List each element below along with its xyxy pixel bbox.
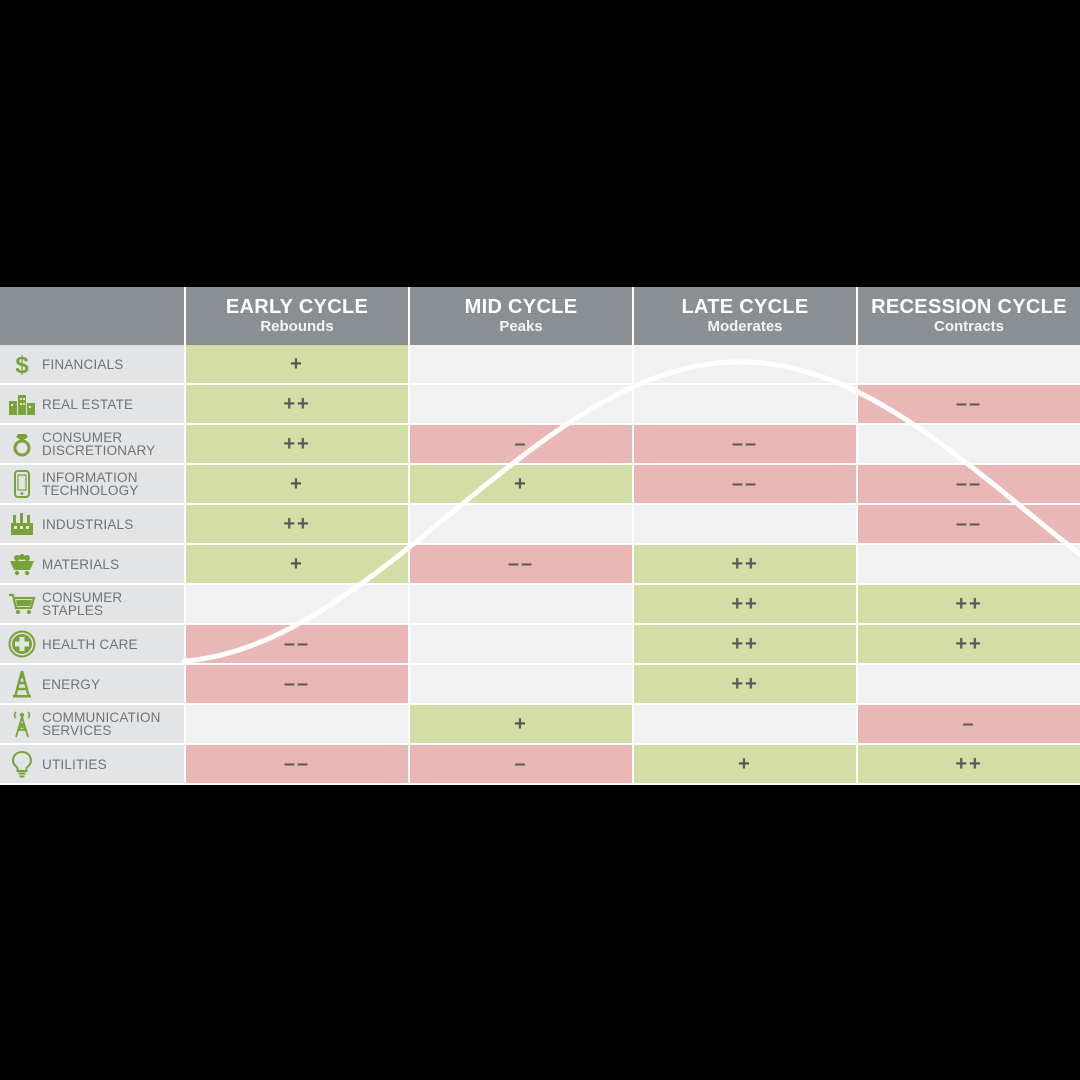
sector-consumer-staples: CONSUMER STAPLES [0, 585, 184, 625]
cell-real-estate-early: ++ [184, 385, 408, 425]
sector-communication-services: COMMUNICATION SERVICES [0, 705, 184, 745]
cell-energy-early: –– [184, 665, 408, 705]
column-header-early: EARLY CYCLE Rebounds [184, 287, 408, 345]
column-header-recession: RECESSION CYCLE Contracts [856, 287, 1080, 345]
sector-cycle-table: EARLY CYCLE Rebounds MID CYCLE Peaks LAT… [0, 287, 1080, 789]
cell-utilities-late: + [632, 745, 856, 785]
cell-consumer-staples-recession: ++ [856, 585, 1080, 625]
dollar-icon: $ [8, 350, 36, 378]
column-subtitle: Peaks [499, 318, 543, 335]
sector-label: COMMUNICATION SERVICES [42, 710, 161, 738]
cell-consumer-discretionary-recession [856, 425, 1080, 465]
cell-consumer-discretionary-early: ++ [184, 425, 408, 465]
sector-information-technology: INFORMATION TECHNOLOGY [0, 465, 184, 505]
cell-utilities-recession: ++ [856, 745, 1080, 785]
sector-label: INFORMATION TECHNOLOGY [42, 470, 139, 498]
sector-real-estate: REAL ESTATE [0, 385, 184, 425]
cell-materials-late: ++ [632, 545, 856, 585]
cell-energy-recession [856, 665, 1080, 705]
sector-label: MATERIALS [42, 556, 120, 572]
sector-consumer-discretionary: CONSUMER DISCRETIONARY [0, 425, 184, 465]
cell-financials-recession [856, 345, 1080, 385]
sector-label: ENERGY [42, 676, 101, 692]
cell-financials-early: + [184, 345, 408, 385]
sector-energy: ENERGY [0, 665, 184, 705]
column-header-mid: MID CYCLE Peaks [408, 287, 632, 345]
sector-label: REAL ESTATE [42, 396, 134, 412]
cell-materials-mid: –– [408, 545, 632, 585]
shopping-cart-icon [8, 590, 36, 618]
cell-consumer-discretionary-late: –– [632, 425, 856, 465]
light-bulb-icon [8, 750, 36, 778]
cell-health-care-recession: ++ [856, 625, 1080, 665]
column-title: EARLY CYCLE [225, 296, 369, 318]
column-subtitle: Rebounds [260, 318, 334, 335]
sector-label: CONSUMER STAPLES [42, 590, 123, 618]
medical-cross-icon [8, 630, 36, 658]
sector-cycle-chart: EARLY CYCLE Rebounds MID CYCLE Peaks LAT… [0, 287, 1080, 789]
header-corner [0, 287, 184, 345]
cell-consumer-staples-early [184, 585, 408, 625]
sector-health-care: HEALTH CARE [0, 625, 184, 665]
cell-industrials-mid [408, 505, 632, 545]
cell-communication-services-early [184, 705, 408, 745]
cell-health-care-mid [408, 625, 632, 665]
sector-label: FINANCIALS [42, 356, 124, 372]
cell-materials-early: + [184, 545, 408, 585]
cell-communication-services-mid: + [408, 705, 632, 745]
cell-financials-late [632, 345, 856, 385]
column-header-late: LATE CYCLE Moderates [632, 287, 856, 345]
mining-cart-icon [8, 550, 36, 578]
cell-health-care-early: –– [184, 625, 408, 665]
column-title: RECESSION CYCLE [871, 296, 1067, 318]
column-title: LATE CYCLE [681, 296, 809, 318]
sector-financials: $ FINANCIALS [0, 345, 184, 385]
cell-utilities-early: –– [184, 745, 408, 785]
smartphone-icon [8, 470, 36, 498]
cell-consumer-staples-late: ++ [632, 585, 856, 625]
sector-industrials: INDUSTRIALS [0, 505, 184, 545]
column-title: MID CYCLE [464, 296, 578, 318]
cell-real-estate-mid [408, 385, 632, 425]
sector-utilities: UTILITIES [0, 745, 184, 785]
cell-communication-services-recession: – [856, 705, 1080, 745]
cell-information-technology-late: –– [632, 465, 856, 505]
cell-health-care-late: ++ [632, 625, 856, 665]
radio-tower-icon [8, 710, 36, 738]
cell-information-technology-early: + [184, 465, 408, 505]
cell-consumer-discretionary-mid: – [408, 425, 632, 465]
cell-financials-mid [408, 345, 632, 385]
sector-label: UTILITIES [42, 756, 107, 772]
buildings-icon [8, 390, 36, 418]
factory-icon [8, 510, 36, 538]
ring-icon [8, 430, 36, 458]
cell-energy-late: ++ [632, 665, 856, 705]
cell-information-technology-recession: –– [856, 465, 1080, 505]
sector-label: HEALTH CARE [42, 636, 138, 652]
cell-communication-services-late [632, 705, 856, 745]
cell-industrials-late [632, 505, 856, 545]
svg-text:$: $ [15, 352, 29, 377]
cell-utilities-mid: – [408, 745, 632, 785]
sector-label: CONSUMER DISCRETIONARY [42, 430, 156, 458]
cell-consumer-staples-mid [408, 585, 632, 625]
oil-derrick-icon [8, 670, 36, 698]
sector-label: INDUSTRIALS [42, 516, 134, 532]
column-subtitle: Moderates [707, 318, 783, 335]
cell-industrials-recession: –– [856, 505, 1080, 545]
cell-industrials-early: ++ [184, 505, 408, 545]
cell-energy-mid [408, 665, 632, 705]
cell-information-technology-mid: + [408, 465, 632, 505]
cell-real-estate-late [632, 385, 856, 425]
cell-real-estate-recession: –– [856, 385, 1080, 425]
cell-materials-recession [856, 545, 1080, 585]
sector-materials: MATERIALS [0, 545, 184, 585]
column-subtitle: Contracts [933, 318, 1004, 335]
